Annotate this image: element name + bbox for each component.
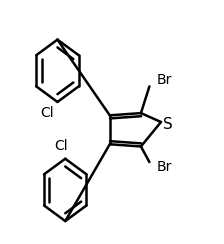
Text: Cl: Cl [41, 106, 54, 121]
Text: Cl: Cl [54, 139, 68, 153]
Text: Br: Br [157, 73, 172, 87]
Text: Br: Br [157, 160, 172, 173]
Text: S: S [163, 117, 173, 132]
